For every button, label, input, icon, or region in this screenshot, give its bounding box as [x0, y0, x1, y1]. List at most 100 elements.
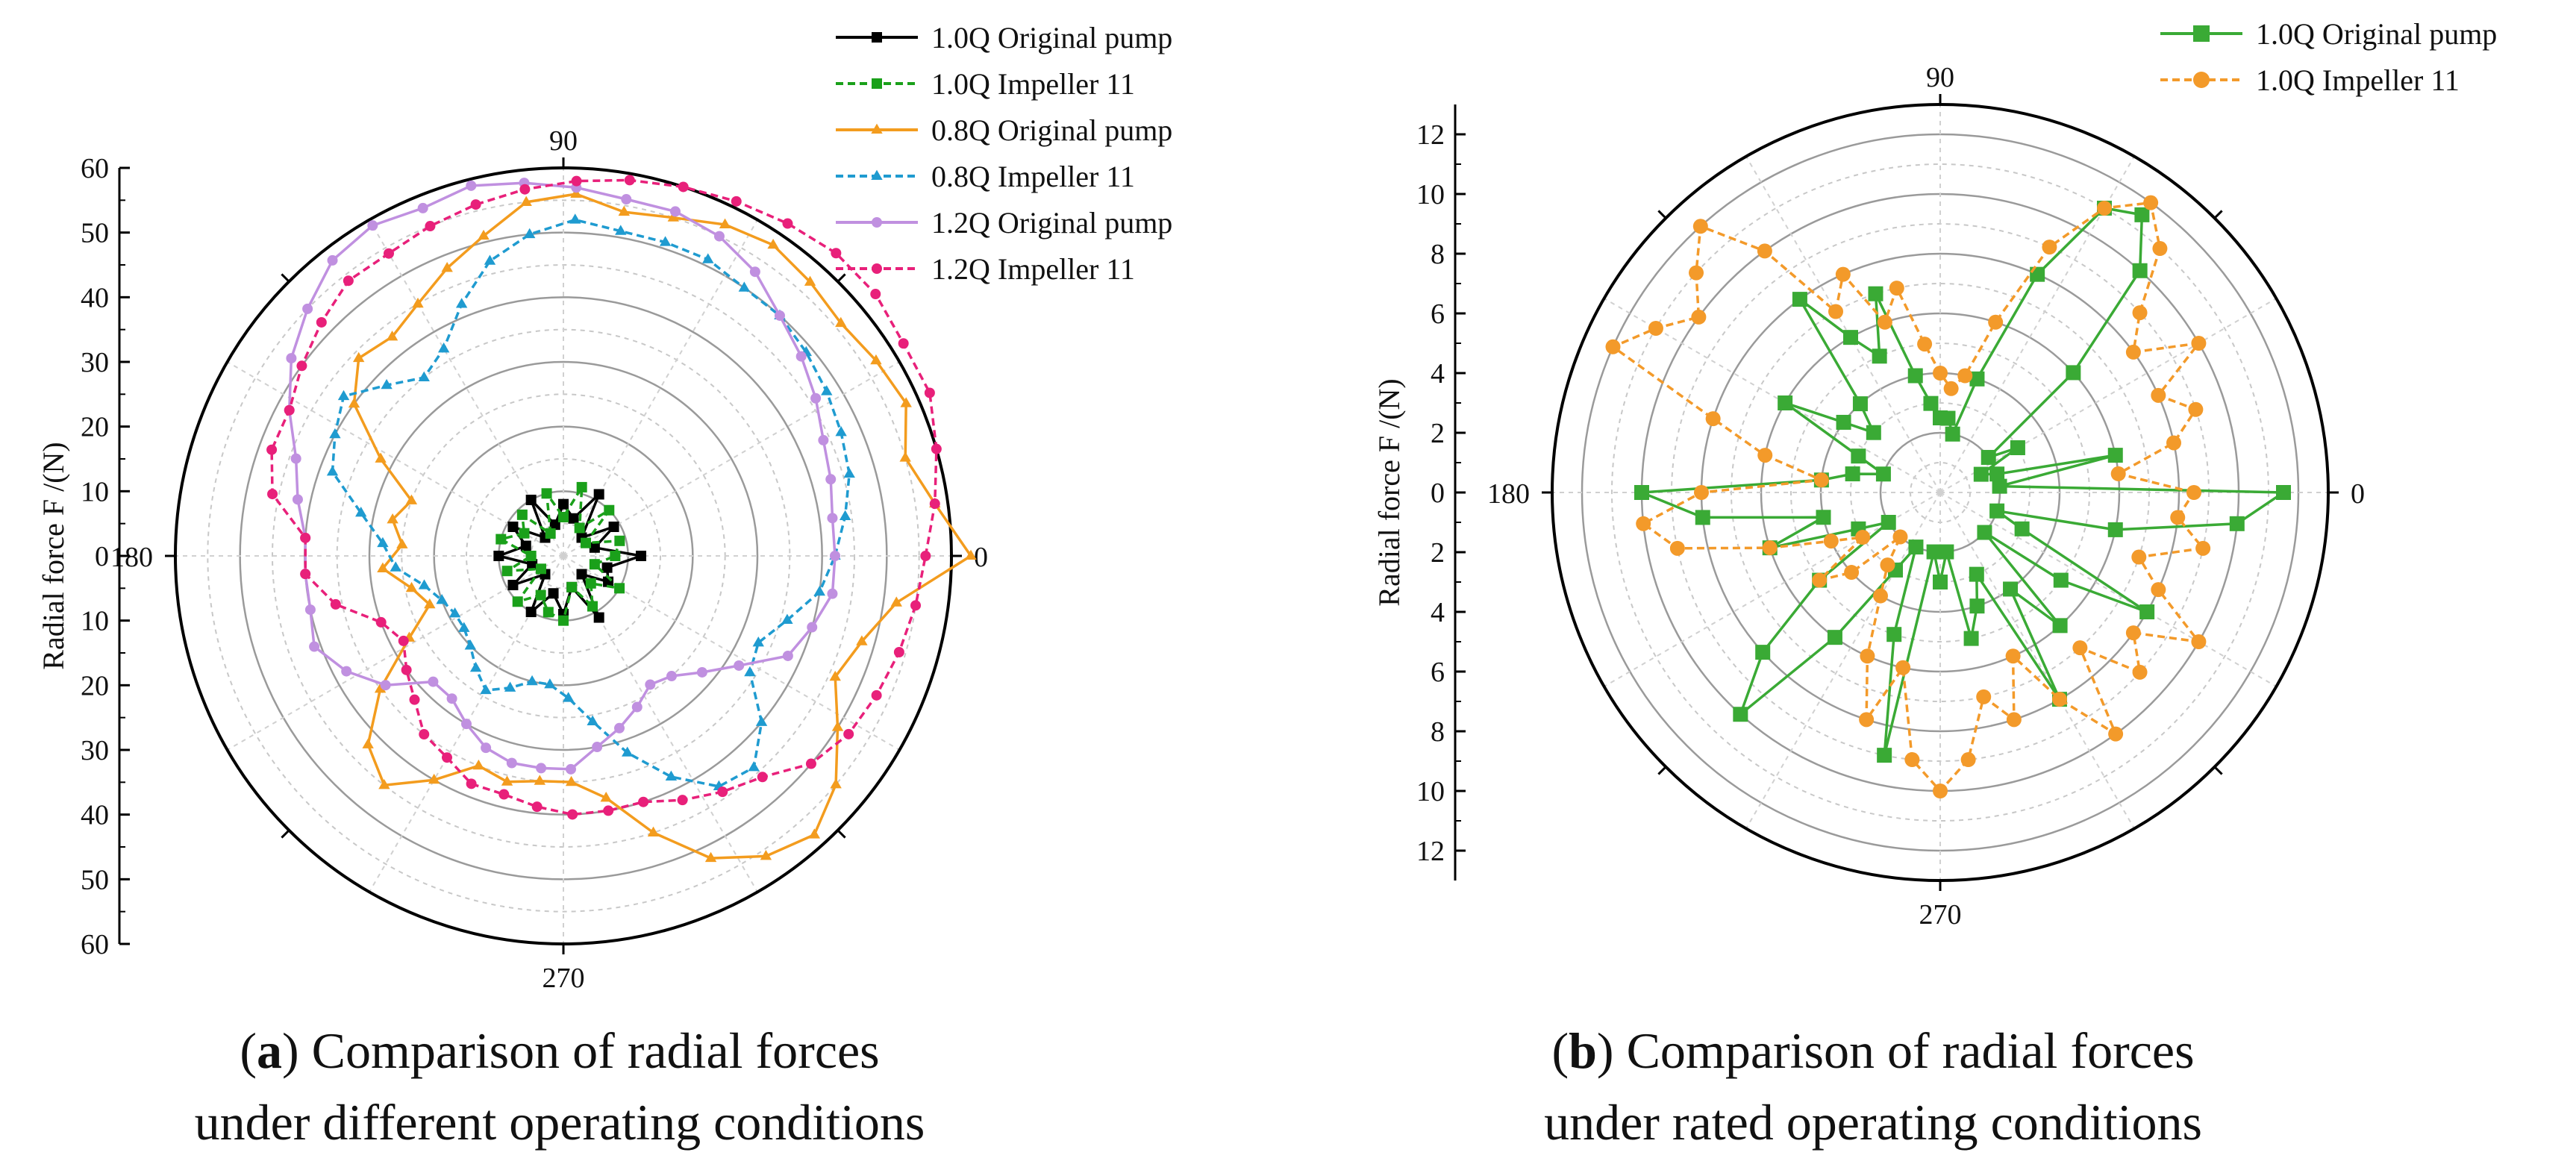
angular-gridline [227, 361, 564, 557]
series-line [352, 193, 972, 860]
data-point [428, 773, 440, 784]
data-point [267, 489, 278, 500]
data-point [1969, 371, 1985, 387]
data-point [2107, 522, 2123, 537]
data-point [1904, 752, 1920, 768]
data-point [2151, 387, 2166, 403]
radial-tick-label: 0 [1431, 478, 1445, 509]
data-point [535, 589, 546, 601]
data-point [1757, 448, 1773, 463]
data-point [830, 778, 842, 789]
angle-label: 180 [110, 542, 153, 573]
data-point [581, 537, 592, 548]
caption-b: (b) Comparison of radial forces under ra… [1388, 1015, 2358, 1158]
data-point [1694, 485, 1709, 500]
data-point [565, 775, 578, 786]
data-point [1889, 281, 1904, 296]
data-point [409, 694, 420, 705]
data-point [386, 331, 398, 341]
data-point [666, 671, 677, 682]
data-point [1973, 466, 1989, 482]
data-point [418, 371, 430, 382]
data-point [1976, 689, 1992, 704]
data-point [405, 581, 418, 592]
data-point [2191, 336, 2207, 351]
data-point [1969, 598, 1985, 614]
data-point [384, 248, 394, 259]
data-point [1733, 707, 1748, 722]
data-point [738, 281, 751, 292]
data-point [329, 428, 341, 439]
data-point [1945, 426, 1960, 442]
data-point [544, 678, 556, 689]
angular-gridline [1939, 298, 2277, 493]
data-point [965, 549, 977, 560]
data-point [604, 504, 615, 516]
data-point [2132, 664, 2148, 680]
data-point [1843, 330, 1858, 345]
radial-tick-label: 6 [1431, 298, 1445, 330]
data-point [504, 681, 516, 692]
data-point [1689, 265, 1704, 281]
data-point [501, 775, 513, 786]
data-point [507, 580, 519, 590]
data-point [461, 719, 472, 730]
data-point [1981, 449, 1996, 465]
data-point [296, 360, 307, 372]
radial-tick-label: 6 [1431, 657, 1445, 688]
angle-label: 90 [549, 125, 578, 157]
data-point [574, 522, 585, 534]
data-point [455, 298, 468, 308]
data-point [436, 593, 448, 604]
data-point [470, 199, 481, 210]
data-point [378, 779, 390, 789]
data-point [527, 559, 538, 570]
data-point [520, 540, 531, 551]
radial-tick-label: 4 [1431, 358, 1445, 390]
data-point [512, 596, 523, 607]
major-gridline [368, 360, 759, 751]
data-point [375, 452, 387, 463]
data-point [587, 601, 598, 612]
y-axis-label: Radial force F /(N) [37, 442, 70, 669]
data-point [558, 512, 569, 522]
data-point [352, 351, 365, 363]
data-point [734, 660, 745, 671]
chart-a: 0 90 180 270 0 10 10 20 20 30 30 40 40 50 50 60 60 Radial… [37, 21, 1172, 994]
data-point [1845, 466, 1860, 482]
caption-a-line1: (a) Comparison of radial forces [240, 1022, 880, 1079]
data-point [562, 692, 575, 702]
data-point [424, 598, 436, 609]
data-point [1933, 575, 1948, 589]
data-point [1816, 510, 1831, 525]
data-point [2188, 401, 2204, 417]
chart-b: 0 90 180 270 0 2 2 4 4 6 6 8 8 10 10 12 12 Radial force F… [1372, 17, 2497, 931]
series-a-1 [495, 481, 625, 626]
data-point [1908, 539, 1924, 555]
data-point [2052, 692, 2067, 707]
data-point [304, 604, 316, 616]
data-point [348, 397, 360, 408]
data-point [330, 598, 341, 610]
data-point [417, 202, 428, 213]
caption-b-tag: b [1569, 1022, 1597, 1079]
radial-tick-label: 50 [81, 864, 109, 895]
data-point [752, 637, 764, 647]
data-point [813, 585, 825, 596]
data-point [1957, 368, 1973, 384]
data-point [2131, 549, 2147, 565]
data-point [1827, 630, 1842, 645]
data-point [2134, 207, 2150, 222]
data-point [1881, 515, 1896, 530]
data-point [1852, 396, 1868, 412]
data-point [525, 607, 537, 618]
data-point [871, 689, 882, 701]
data-point [458, 622, 470, 632]
data-point [292, 494, 303, 505]
data-point [782, 218, 793, 229]
data-point [2006, 712, 2022, 728]
data-point [631, 701, 643, 713]
data-point [1992, 478, 2007, 494]
data-point [571, 175, 582, 187]
